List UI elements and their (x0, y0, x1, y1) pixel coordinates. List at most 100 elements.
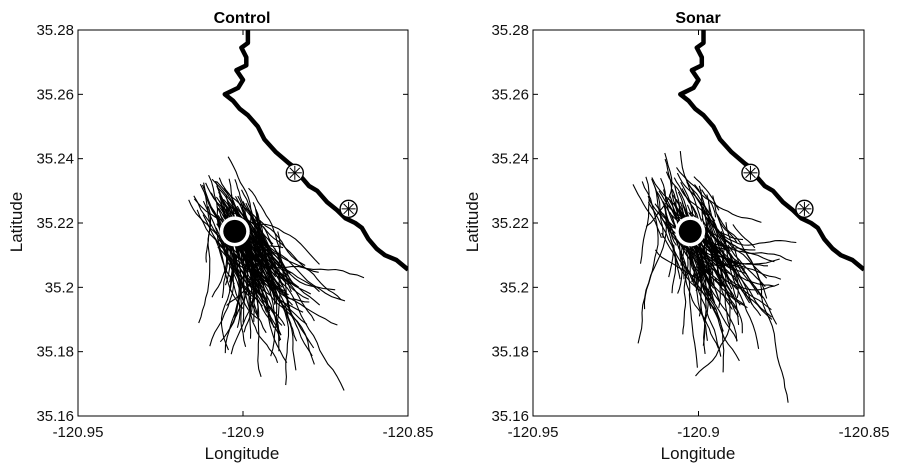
animal-track (675, 234, 724, 287)
animal-track (216, 238, 248, 262)
animal-track (709, 217, 797, 246)
animal-track (678, 245, 719, 349)
hydrophone-marker (795, 199, 814, 219)
animal-track (727, 244, 766, 287)
panel-control: Control 35.1635.1835.235.2235.2435.2635.… (7, 10, 433, 463)
animal-track (639, 176, 650, 264)
source-point (223, 219, 247, 243)
animal-track (715, 257, 780, 291)
x-tick-label: -120.9 (222, 424, 265, 441)
animal-track (701, 189, 717, 218)
animal-track (252, 243, 283, 288)
animal-track (712, 195, 760, 349)
x-tick-label: -120.95 (508, 424, 559, 441)
hydrophone-spoke (745, 167, 756, 179)
animal-track (714, 277, 748, 309)
animal-track (230, 252, 262, 377)
plot-content (188, 30, 408, 391)
animal-track (654, 249, 714, 296)
animal-track (668, 194, 715, 303)
tracks (188, 156, 365, 391)
animal-track (237, 269, 279, 363)
animal-track (196, 209, 263, 307)
y-tick-label: 35.2 (45, 279, 74, 296)
animal-track (707, 202, 759, 295)
plot-content (632, 30, 864, 403)
animal-track (682, 260, 740, 362)
hydrophone-spoke (799, 203, 810, 215)
hydrophone-marker (741, 163, 760, 183)
panel-title-control: Control (214, 10, 271, 27)
x-axis-label-control: Longitude (205, 444, 280, 463)
animal-track (684, 176, 732, 268)
animal-track (253, 230, 313, 357)
y-tick-label: 35.28 (36, 22, 74, 39)
y-axis-label-control: Latitude (7, 192, 26, 253)
y-tick-label: 35.16 (36, 408, 74, 425)
animal-track (679, 151, 703, 223)
animal-track (746, 253, 789, 403)
animal-track (698, 185, 739, 318)
panel-title-sonar: Sonar (675, 10, 720, 27)
y-tick-label: 35.24 (36, 151, 74, 168)
y-tick-label: 35.24 (491, 151, 529, 168)
animal-track (202, 200, 244, 309)
animal-track (732, 224, 756, 249)
animal-track (676, 172, 716, 222)
animal-track (718, 233, 725, 308)
animal-track (215, 227, 244, 262)
animal-track (223, 187, 306, 266)
animal-track (247, 226, 310, 300)
animal-track (254, 216, 278, 357)
animal-track (694, 184, 768, 279)
animal-track (226, 234, 365, 279)
hydrophone-spoke (343, 203, 354, 215)
animal-track (706, 218, 740, 325)
x-tick-label: -120.85 (839, 424, 890, 441)
hydrophone-marker (339, 199, 358, 219)
animal-track (641, 181, 659, 310)
coastline (678, 30, 864, 272)
animal-track (666, 218, 698, 368)
x-axis-label-sonar: Longitude (661, 444, 736, 463)
animal-track (661, 232, 681, 280)
source-point (678, 219, 702, 243)
animal-track (205, 182, 246, 222)
plot-area-control: 35.16 35.18 35.2 35.22 35.24 35.26 35.28 -120.9… (36, 22, 433, 441)
animal-track (673, 244, 725, 373)
hydrophone-marker (285, 163, 305, 183)
animal-track (242, 201, 273, 247)
x-tick-label: -120.95 (53, 424, 104, 441)
animal-track (704, 236, 775, 287)
animal-track (198, 206, 212, 324)
plot-area-sonar: 35.16 35.18 35.2 35.22 35.24 35.26 35.28 -120.9… (491, 22, 889, 441)
panel-sonar: Sonar 35.16 35.18 35.2 35.22 35.24 35.26 35.28… (463, 10, 889, 463)
y-tick-label: 35.18 (36, 344, 74, 361)
animal-track (202, 214, 240, 267)
y-tick-label: 35.26 (491, 86, 529, 103)
y-tick-label: 35.26 (36, 86, 74, 103)
animal-track (670, 239, 677, 294)
y-tick-label: 35.16 (491, 408, 529, 425)
animal-track (240, 211, 346, 302)
animal-track (704, 229, 722, 288)
y-tick-label: 35.22 (491, 215, 529, 232)
animal-track (716, 213, 768, 299)
animal-track (226, 214, 262, 306)
animal-track (219, 241, 254, 343)
animal-track (682, 250, 689, 335)
y-tick-label: 35.18 (491, 344, 529, 361)
y-tick-label: 35.28 (491, 22, 529, 39)
hydrophone-spoke (289, 167, 301, 179)
animal-track (203, 182, 267, 300)
animal-track (253, 223, 291, 274)
x-tick-label: -120.85 (383, 424, 434, 441)
animal-track (690, 238, 772, 311)
animal-track (654, 186, 664, 238)
y-axis-label-sonar: Latitude (463, 192, 482, 253)
animal-track (647, 201, 700, 292)
x-tick-label: -120.9 (677, 424, 720, 441)
y-tick-label: 35.2 (500, 279, 529, 296)
